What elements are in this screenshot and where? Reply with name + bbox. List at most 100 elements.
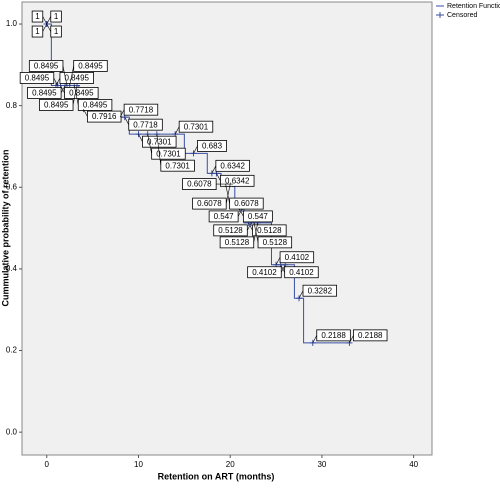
censor-label: 0.7916: [92, 112, 117, 121]
legend-censor: [436, 12, 444, 18]
censor-label: 0.6078: [197, 199, 222, 208]
label-leader: [216, 173, 221, 181]
censor-label: 0.8495: [34, 62, 59, 71]
label-leader: [62, 65, 68, 86]
label-box: [219, 236, 255, 249]
label-leader: [156, 134, 162, 166]
label-leader: [46, 16, 52, 25]
label-box: [279, 251, 315, 264]
label-box: [284, 266, 319, 279]
label-leader: [42, 23, 48, 32]
label-box: [353, 329, 388, 342]
label-box: [247, 266, 282, 279]
label-box: [213, 224, 248, 237]
y-tick-label: 0.4: [6, 264, 18, 273]
label-box: [77, 99, 113, 111]
censor-label: 0.8495: [32, 89, 57, 98]
censor-label: 0.8495: [25, 74, 50, 83]
label-leader: [225, 184, 230, 204]
censor-label: 0.8495: [78, 62, 103, 71]
censor-label: 0.4102: [289, 268, 314, 277]
label-box: [215, 159, 250, 172]
label-box: [242, 210, 273, 223]
censor-label: 0.8495: [44, 101, 69, 110]
label-leader: [247, 222, 252, 231]
censor-label: 1: [35, 12, 40, 21]
label-leader: [193, 145, 198, 154]
label-box: [27, 87, 62, 99]
censor-label: 0.5128: [263, 238, 288, 247]
y-tick-label: 0.6: [6, 182, 18, 191]
censor-label: 0.3282: [308, 286, 333, 295]
label-leader: [69, 65, 74, 86]
label-leader: [119, 109, 125, 118]
label-leader: [83, 108, 88, 117]
label-box: [128, 118, 163, 131]
label-leader: [55, 77, 61, 86]
censor-label: 0.5128: [225, 238, 250, 247]
label-box: [19, 72, 55, 84]
label-box: [151, 147, 186, 160]
legend-label: Retention Function: [447, 3, 500, 10]
censor-label: 0.6342: [220, 161, 245, 170]
censor-label: 0.6078: [187, 180, 212, 189]
label-leader: [239, 208, 244, 217]
x-tick-label: 0: [45, 460, 50, 469]
label-leader: [147, 134, 152, 154]
censor-label: 0.547: [214, 212, 235, 221]
label-leader: [124, 117, 129, 125]
label-box: [50, 10, 62, 23]
label-leader: [42, 16, 48, 25]
label-leader: [53, 77, 59, 86]
label-box: [28, 60, 64, 72]
label-leader: [280, 264, 286, 273]
label-leader: [46, 23, 52, 32]
label-box: [87, 110, 122, 123]
x-tick-label: 30: [317, 460, 326, 469]
x-tick-label: 20: [226, 460, 235, 469]
label-box: [123, 103, 159, 116]
label-leader: [237, 208, 243, 217]
label-box: [160, 159, 195, 172]
censor-label: 0.5128: [218, 226, 243, 235]
label-leader: [248, 222, 253, 231]
label-leader: [72, 85, 78, 106]
label-box: [208, 210, 239, 223]
label-leader: [253, 222, 259, 243]
censor-label: 0.6078: [234, 199, 259, 208]
censor-label: 0.2188: [358, 331, 383, 340]
censor-label: 1: [54, 27, 59, 36]
censor-mark: [190, 150, 197, 157]
label-box: [64, 87, 99, 99]
label-leader: [73, 85, 79, 106]
label-box: [316, 329, 351, 342]
label-leader: [280, 264, 285, 273]
legend-label: Censored: [447, 12, 477, 19]
label-box: [31, 25, 44, 38]
label-box: [257, 236, 293, 249]
censor-label: 0.4102: [285, 253, 310, 262]
label-leader: [349, 335, 354, 343]
censor-mark: [135, 131, 142, 138]
label-box: [197, 140, 227, 152]
x-tick-label: 40: [409, 460, 418, 469]
censor-label: 1: [35, 27, 40, 36]
label-leader: [275, 257, 281, 265]
y-tick-label: 1.0: [6, 19, 18, 28]
label-leader: [138, 134, 143, 142]
censor-label: 1: [54, 12, 59, 21]
label-box: [192, 197, 227, 210]
label-box: [142, 135, 177, 148]
censor-label: 0.8495: [69, 89, 94, 98]
label-leader: [60, 85, 65, 94]
label-box: [31, 10, 44, 23]
censor-label: 0.8495: [83, 101, 108, 110]
label-leader: [253, 222, 259, 243]
y-tick-label: 0.2: [6, 346, 18, 355]
label-leader: [298, 290, 304, 299]
censor-mark: [296, 295, 303, 302]
censor-label: 0.5128: [257, 226, 282, 235]
label-box: [182, 178, 217, 190]
label-box: [302, 284, 338, 297]
censor-label: 0.7718: [129, 105, 154, 114]
